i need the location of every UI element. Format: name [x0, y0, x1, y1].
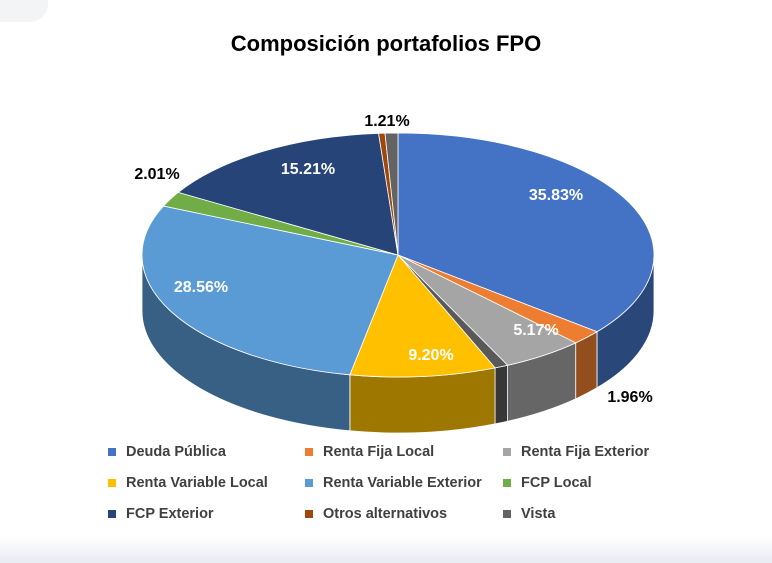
legend-item-renta-fija-local: Renta Fija Local — [305, 441, 503, 463]
legend-label: Deuda Pública — [126, 444, 226, 460]
legend-swatch — [503, 510, 511, 518]
data-label-renta-fija-exterior: 5.17% — [513, 322, 558, 339]
data-label-vista: 1.21% — [364, 113, 409, 130]
slice-deuda-publica — [397, 132, 655, 333]
legend-item-vista: Vista — [503, 503, 703, 525]
legend-swatch — [503, 448, 511, 456]
chart-legend: Deuda Pública Renta Fija Local Renta Fija … — [108, 441, 708, 525]
legend-item-renta-fija-exterior: Renta Fija Exterior — [503, 441, 703, 463]
legend-item-renta-variable-exterior: Renta Variable Exterior — [305, 472, 503, 494]
legend-label: Otros alternativos — [323, 506, 448, 522]
data-label-renta-fija-local: 1.96% — [607, 389, 652, 406]
legend-label: FCP Exterior — [126, 506, 214, 522]
legend-item-deuda-publica: Deuda Pública — [108, 441, 305, 463]
legend-swatch — [305, 479, 313, 487]
slice-vista — [384, 132, 399, 256]
slice-side-renta-variable-local — [349, 367, 496, 434]
chart-title: Composición portafolios FPO — [230, 31, 542, 56]
bottom-band — [0, 537, 772, 563]
legend-label: Renta Variable Exterior — [323, 475, 482, 491]
legend-swatch — [305, 448, 313, 456]
slice-side-renta-fija-local — [575, 331, 598, 400]
corner-decoration — [0, 0, 48, 22]
legend-label: Renta Fija Local — [323, 444, 435, 460]
slice-fcp-exterior — [177, 132, 399, 256]
slice-renta-variable-exterior — [141, 205, 399, 376]
legend-label: FCP Local — [521, 475, 592, 491]
legend-label: Renta Variable Local — [126, 475, 268, 491]
data-label-renta-variable-exterior: 28.56% — [174, 279, 228, 296]
legend-item-fcp-exterior: FCP Exterior — [108, 503, 305, 525]
legend-swatch — [108, 448, 116, 456]
legend-swatch — [503, 479, 511, 487]
data-label-renta-variable-local: 9.20% — [408, 347, 453, 364]
legend-label: Renta Fija Exterior — [521, 444, 650, 460]
slice-side-vista — [494, 364, 508, 425]
legend-swatch — [108, 510, 116, 518]
data-label-fcp-local: 2.01% — [134, 166, 179, 183]
legend-item-renta-variable-local: Renta Variable Local — [108, 472, 305, 494]
data-label-deuda-publica: 35.83% — [529, 187, 583, 204]
legend-item-fcp-local: FCP Local — [503, 472, 703, 494]
data-label-fcp-exterior: 15.21% — [281, 161, 335, 178]
legend-swatch — [108, 479, 116, 487]
legend-swatch — [305, 510, 313, 518]
legend-item-otros-alternativos: Otros alternativos — [305, 503, 503, 525]
legend-label: Vista — [521, 506, 556, 522]
